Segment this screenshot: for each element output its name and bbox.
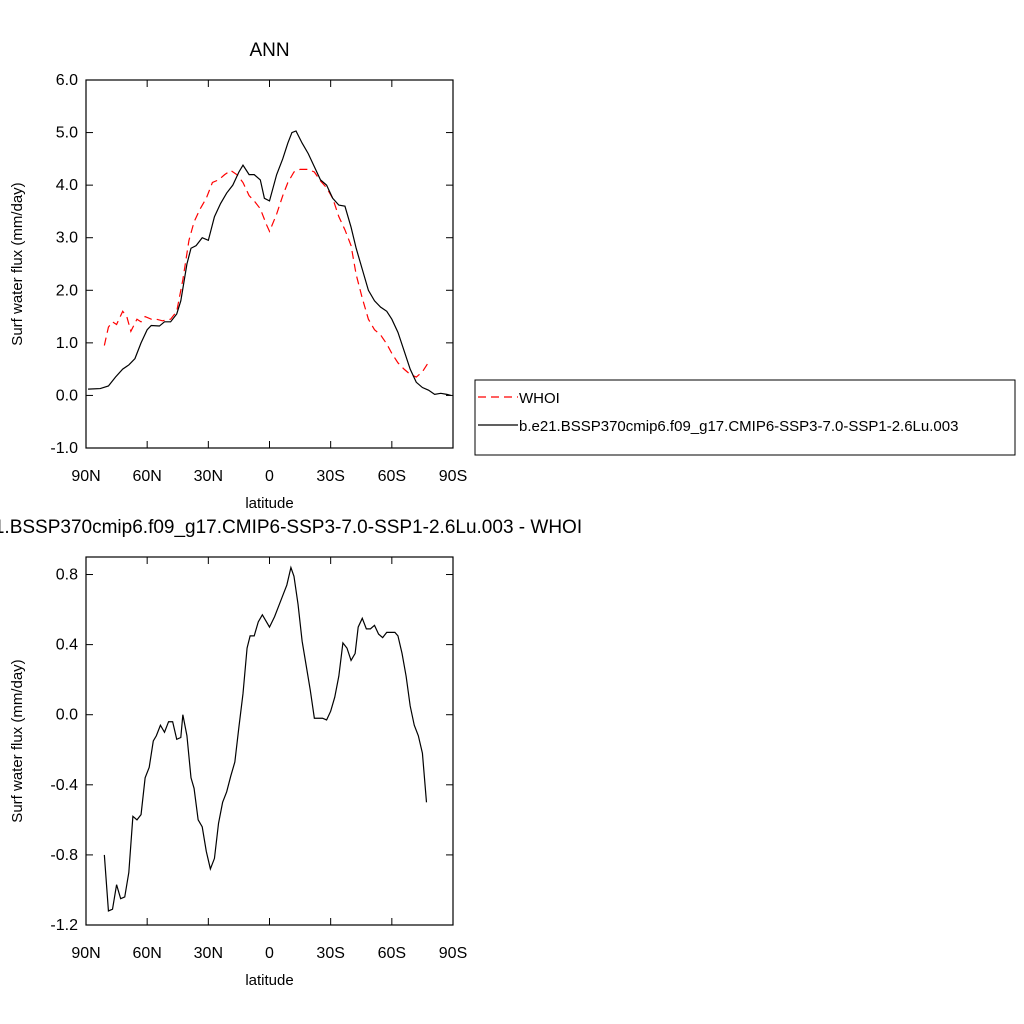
x-tick-label: 30S: [316, 945, 344, 962]
chart-title: ANN: [249, 40, 289, 61]
y-tick-label: 0.4: [56, 637, 78, 654]
series-line: [103, 565, 428, 912]
y-tick-label: -0.4: [50, 777, 78, 794]
x-tick-label: 90S: [439, 468, 467, 485]
x-axis-label: latitude: [245, 495, 293, 512]
x-tick-label: 90S: [439, 945, 467, 962]
y-tick-label: -1.2: [50, 917, 78, 934]
series-line: [88, 130, 452, 397]
y-tick-label: -0.8: [50, 847, 78, 864]
y-tick-label: 0.8: [56, 567, 78, 584]
x-axis-label: latitude: [245, 972, 293, 989]
x-tick-label: 60S: [378, 945, 406, 962]
plot-frame: [85, 556, 454, 926]
legend-box: [474, 379, 1016, 456]
y-axis-label: Surf water flux (mm/day): [9, 659, 26, 822]
y-tick-label: 6.0: [56, 72, 78, 89]
x-tick-label: 60N: [132, 468, 161, 485]
x-tick-label: 0: [265, 468, 274, 485]
x-tick-label: 90N: [71, 468, 100, 485]
chart-title: b.e21.BSSP370cmip6.f09_g17.CMIP6-SSP3-7.…: [0, 517, 582, 538]
x-tick-label: 60N: [132, 945, 161, 962]
x-tick-label: 90N: [71, 945, 100, 962]
x-tick-label: 30S: [316, 468, 344, 485]
y-tick-label: 1.0: [56, 335, 78, 352]
y-axis-label: Surf water flux (mm/day): [9, 182, 26, 345]
y-tick-label: 5.0: [56, 125, 78, 142]
y-tick-label: -1.0: [50, 440, 78, 457]
y-tick-label: 3.0: [56, 230, 78, 247]
x-tick-label: 30N: [194, 468, 223, 485]
x-tick-label: 30N: [194, 945, 223, 962]
y-tick-label: 0.0: [56, 707, 78, 724]
x-tick-label: 60S: [378, 468, 406, 485]
y-tick-label: 0.0: [56, 387, 78, 404]
y-tick-label: 4.0: [56, 177, 78, 194]
plot-frame: [85, 79, 454, 449]
y-tick-label: 2.0: [56, 282, 78, 299]
legend-label: b.e21.BSSP370cmip6.f09_g17.CMIP6-SSP3-7.…: [519, 418, 958, 435]
x-tick-label: 0: [265, 945, 274, 962]
series-line: [103, 168, 429, 378]
legend-label: WHOI: [519, 390, 560, 407]
